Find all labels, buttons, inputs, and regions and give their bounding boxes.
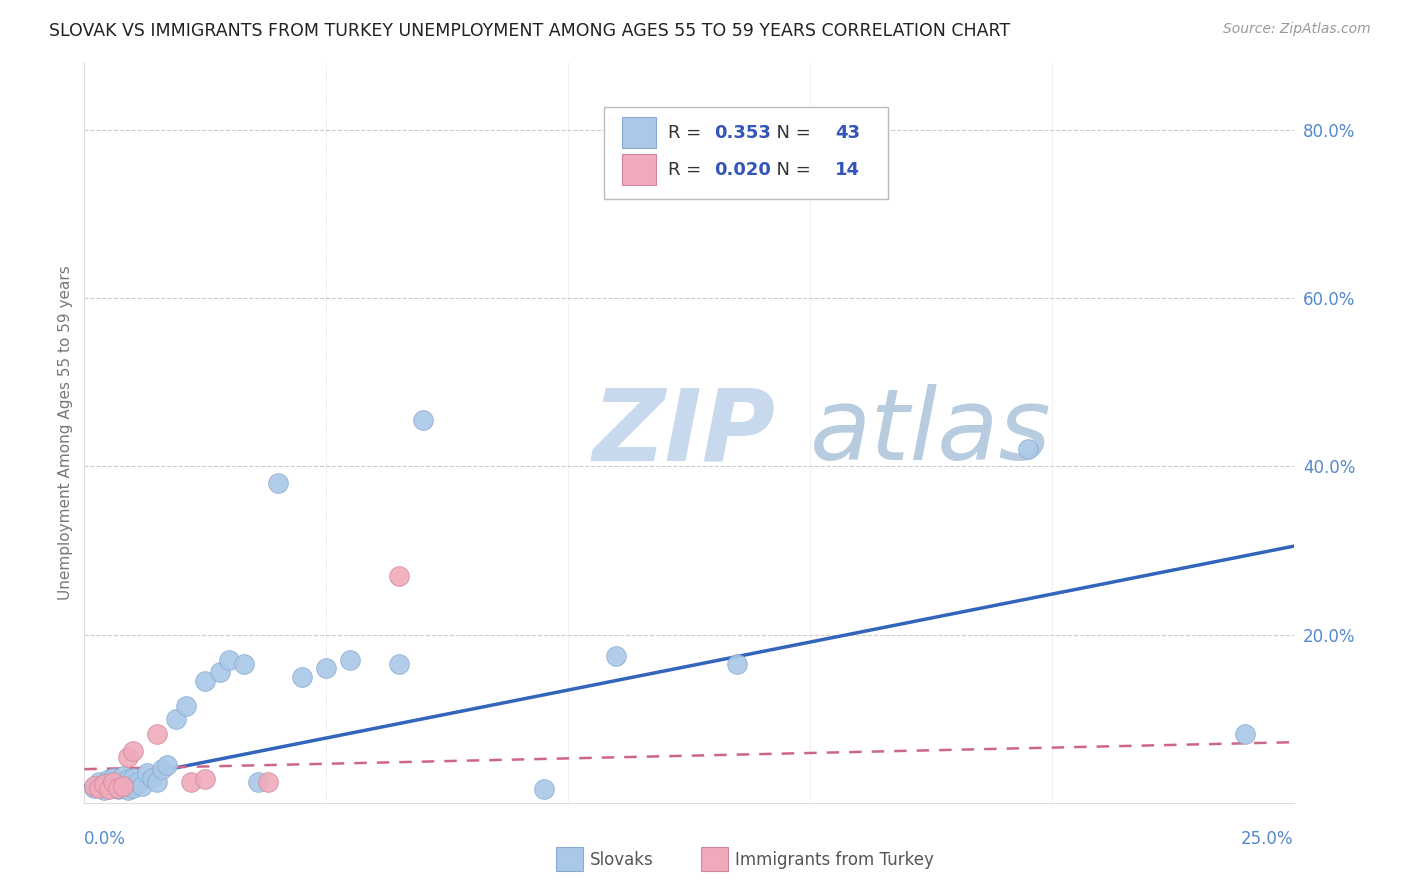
- Point: [103, 774, 125, 789]
- Y-axis label: Unemployment Among Ages 55 to 59 years: Unemployment Among Ages 55 to 59 years: [58, 265, 73, 600]
- Point: [97, 780, 120, 795]
- Point: [533, 782, 555, 797]
- Text: 0.020: 0.020: [714, 161, 772, 178]
- Point: [180, 774, 202, 789]
- Point: [412, 413, 434, 427]
- Point: [112, 769, 135, 783]
- Text: N =: N =: [765, 161, 817, 178]
- Point: [388, 568, 411, 582]
- Point: [93, 777, 115, 791]
- Point: [121, 780, 143, 795]
- Point: [339, 653, 361, 667]
- Point: [107, 782, 129, 797]
- Text: Immigrants from Turkey: Immigrants from Turkey: [735, 851, 934, 869]
- Text: ZIP: ZIP: [592, 384, 775, 481]
- Point: [131, 779, 153, 793]
- Point: [291, 670, 314, 684]
- Point: [97, 772, 120, 787]
- FancyBboxPatch shape: [702, 847, 728, 871]
- Point: [315, 661, 337, 675]
- Text: 0.0%: 0.0%: [84, 830, 127, 847]
- Text: 43: 43: [835, 124, 860, 142]
- Point: [103, 779, 125, 793]
- Text: N =: N =: [765, 124, 817, 142]
- Text: atlas: atlas: [810, 384, 1052, 481]
- Text: R =: R =: [668, 124, 707, 142]
- FancyBboxPatch shape: [623, 117, 657, 148]
- Point: [1234, 727, 1257, 741]
- FancyBboxPatch shape: [555, 847, 582, 871]
- Point: [194, 673, 217, 688]
- Point: [136, 766, 159, 780]
- Point: [208, 665, 231, 680]
- Point: [165, 712, 187, 726]
- Point: [83, 780, 105, 795]
- Point: [605, 648, 627, 663]
- Point: [93, 783, 115, 797]
- Point: [107, 780, 129, 795]
- Point: [257, 774, 280, 789]
- Point: [247, 774, 270, 789]
- Point: [155, 758, 177, 772]
- Point: [194, 772, 217, 787]
- Point: [83, 779, 105, 793]
- Point: [127, 774, 149, 789]
- Point: [103, 771, 125, 785]
- Point: [117, 772, 139, 787]
- Point: [117, 783, 139, 797]
- Point: [233, 657, 256, 671]
- Point: [121, 744, 143, 758]
- FancyBboxPatch shape: [605, 107, 889, 200]
- Point: [146, 727, 169, 741]
- Text: Source: ZipAtlas.com: Source: ZipAtlas.com: [1223, 22, 1371, 37]
- Text: 14: 14: [835, 161, 860, 178]
- Text: 0.353: 0.353: [714, 124, 772, 142]
- Point: [141, 771, 163, 785]
- Point: [218, 653, 240, 667]
- Point: [87, 780, 110, 795]
- Point: [1017, 442, 1039, 457]
- Point: [121, 771, 143, 785]
- Point: [112, 779, 135, 793]
- FancyBboxPatch shape: [623, 154, 657, 186]
- Text: Slovaks: Slovaks: [589, 851, 654, 869]
- Point: [117, 749, 139, 764]
- Point: [725, 657, 748, 671]
- Point: [146, 774, 169, 789]
- Text: R =: R =: [668, 161, 707, 178]
- Point: [112, 780, 135, 795]
- Point: [107, 774, 129, 789]
- Point: [150, 762, 173, 776]
- Point: [87, 774, 110, 789]
- Text: 25.0%: 25.0%: [1241, 830, 1294, 847]
- Point: [87, 779, 110, 793]
- Point: [388, 657, 411, 671]
- Point: [97, 782, 120, 797]
- Point: [823, 181, 845, 195]
- Point: [174, 699, 197, 714]
- Text: SLOVAK VS IMMIGRANTS FROM TURKEY UNEMPLOYMENT AMONG AGES 55 TO 59 YEARS CORRELAT: SLOVAK VS IMMIGRANTS FROM TURKEY UNEMPLO…: [49, 22, 1011, 40]
- Point: [93, 777, 115, 791]
- Point: [267, 476, 290, 491]
